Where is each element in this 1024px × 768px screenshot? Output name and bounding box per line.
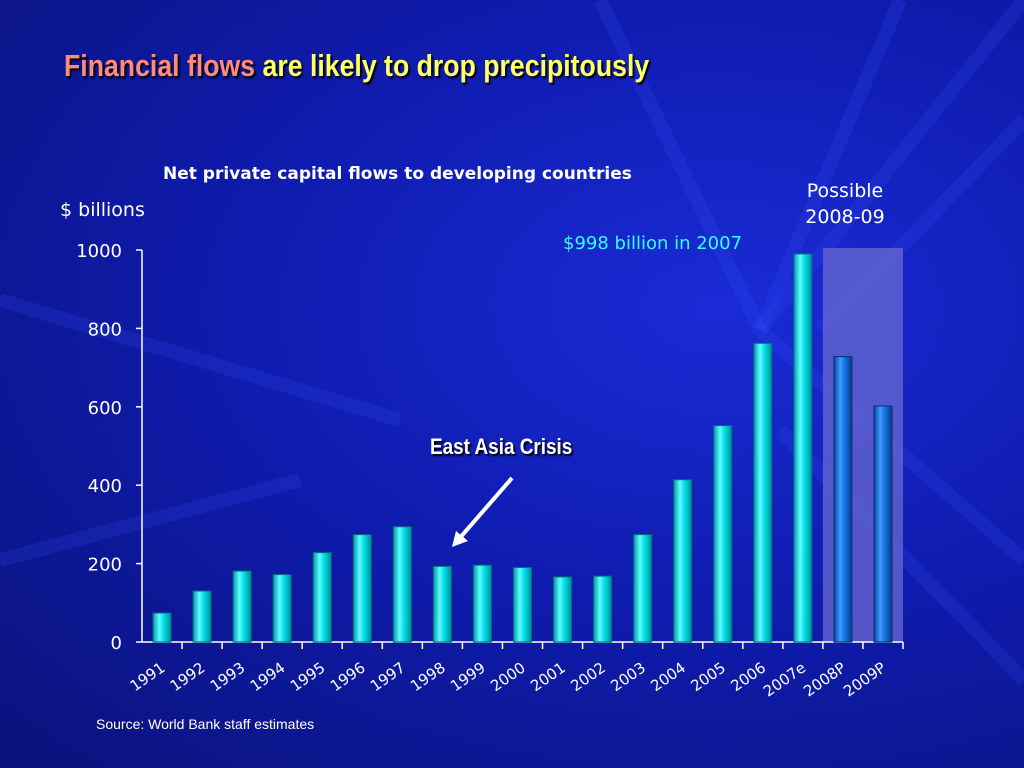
bar (673, 479, 693, 643)
bar (192, 590, 212, 643)
x-tick-label: 2007e (760, 659, 809, 701)
source-note: Source: World Bank staff estimates (96, 716, 315, 732)
bar (432, 565, 452, 643)
bar (472, 564, 492, 643)
y-tick-label: 800 (88, 319, 122, 340)
x-tick-label: 2005 (687, 659, 729, 696)
x-tick-label: 2000 (487, 659, 529, 696)
x-tick-label: 2002 (567, 659, 609, 696)
projection-label: Possible 2008-09 (792, 178, 898, 230)
bar (513, 567, 532, 643)
bar (352, 534, 372, 643)
x-tick-label: 2008P (800, 659, 849, 701)
y-tick-label: 600 (88, 398, 122, 419)
bar (152, 612, 172, 643)
title-highlight: Financial flows (64, 48, 256, 83)
bar (793, 253, 813, 643)
bar (312, 552, 332, 643)
y-tick-label: 400 (88, 476, 122, 497)
bar-projected (873, 405, 893, 643)
bar (633, 534, 653, 643)
bar (272, 574, 292, 643)
x-tick-label: 1997 (367, 659, 409, 696)
bar (713, 425, 733, 643)
x-tick-label: 1999 (447, 659, 489, 696)
x-tick-label: 1994 (247, 659, 289, 696)
bar (392, 526, 412, 643)
x-tick-label: 2009P (840, 659, 889, 701)
x-tick-label: 1991 (127, 659, 169, 696)
bar (232, 570, 252, 643)
bar (593, 575, 613, 643)
bar-projected (833, 356, 853, 643)
crisis-arrow (452, 476, 514, 547)
y-tick-label: 0 (111, 633, 122, 654)
y-axis-label: $ billions (60, 199, 145, 221)
chart-title: Net private capital flows to developing … (163, 164, 632, 184)
slide-title: Financial flows are likely to drop preci… (64, 48, 649, 84)
y-tick-label: 1000 (76, 241, 122, 262)
bar (753, 342, 773, 643)
projection-label-line1: Possible (806, 180, 884, 202)
title-main: are likely to drop precipitously (255, 48, 650, 83)
x-tick-label: 2001 (527, 659, 569, 696)
x-tick-label: 1992 (167, 659, 209, 696)
x-tick-label: 2004 (647, 659, 689, 696)
x-tick-label: 1993 (207, 659, 249, 696)
east-asia-crisis-label: East Asia Crisis (430, 434, 573, 459)
bar (553, 576, 573, 643)
x-tick-label: 1998 (407, 659, 449, 696)
x-tick-label: 1995 (287, 659, 329, 696)
peak-annotation: $998 billion in 2007 (563, 233, 743, 254)
projection-label-line2: 2008-09 (805, 206, 885, 228)
x-tick-label: 1996 (327, 659, 369, 696)
y-tick-label: 200 (88, 555, 122, 576)
x-tick-label: 2003 (607, 659, 649, 696)
